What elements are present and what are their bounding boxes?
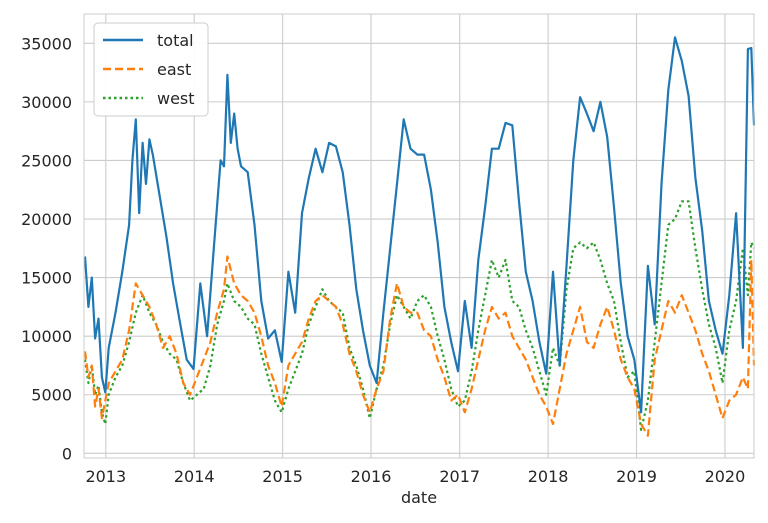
legend-box: [93, 22, 209, 117]
y-tick-label: 25000: [21, 151, 72, 170]
series-line-west: [83, 200, 756, 431]
y-tick-label: 15000: [21, 269, 72, 288]
series-lines: [83, 36, 756, 437]
x-tick-label: 2015: [262, 467, 303, 486]
y-tick-label: 20000: [21, 210, 72, 229]
series-line-east: [83, 255, 756, 437]
x-tick-label: 2016: [351, 467, 392, 486]
x-tick-label: 2019: [616, 467, 657, 486]
y-tick-label: 10000: [21, 327, 72, 346]
x-tick-label: 2017: [439, 467, 480, 486]
legend-label-west: west: [157, 89, 195, 108]
plot-frame: [83, 13, 755, 459]
y-tick-label: 0: [62, 444, 72, 463]
y-tick-label: 30000: [21, 93, 72, 112]
y-tick-label: 5000: [31, 386, 72, 405]
x-tick-label: 2020: [705, 467, 746, 486]
series-line-total: [83, 36, 756, 414]
y-tick-label: 35000: [21, 34, 72, 53]
x-axis-ticks: 2013 2014 2015 2016 2017 2018 2019 2020: [85, 467, 745, 486]
x-tick-label: 2018: [528, 467, 569, 486]
legend: total east west: [93, 22, 209, 117]
legend-label-total: total: [157, 31, 194, 50]
legend-label-east: east: [157, 60, 191, 79]
y-axis-ticks: 0 5000 10000 15000 20000 25000 30000 35000: [21, 34, 72, 463]
x-axis-title: date: [401, 488, 437, 507]
x-tick-label: 2014: [174, 467, 215, 486]
x-tick-label: 2013: [85, 467, 126, 486]
